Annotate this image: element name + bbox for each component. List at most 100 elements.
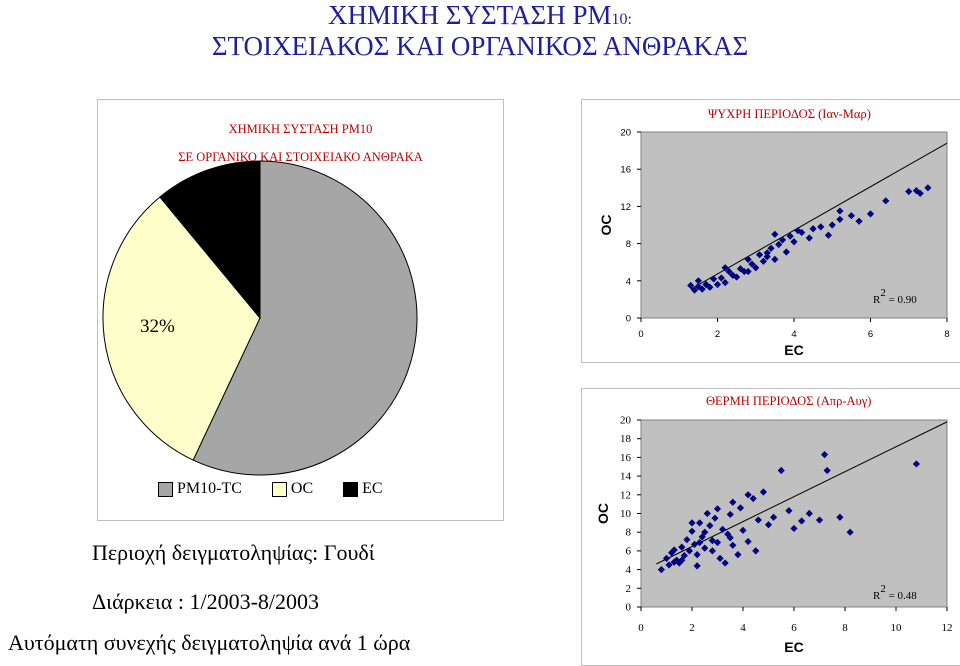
data-point: [703, 509, 711, 518]
data-point: [696, 538, 704, 547]
legend-swatch-oc: [271, 481, 287, 497]
trendline: [690, 142, 948, 290]
x-tick-label: 12: [942, 622, 953, 634]
data-point: [744, 255, 752, 264]
pie-title-line2: ΣΕ ΟΡΓΑΝΙΚΟ ΚΑΙ ΣΤΟΙΧΕΙΑΚΟ ΑΝΘΡΑΚΑ: [178, 150, 423, 164]
x-tick-label: 2: [689, 622, 695, 634]
x-tick-label: 8: [944, 329, 949, 340]
data-point: [706, 522, 714, 530]
data-point: [736, 504, 745, 512]
data-point: [719, 525, 727, 533]
data-point: [836, 215, 844, 224]
data-point: [687, 281, 695, 290]
pie-label-ec: 11%: [200, 207, 235, 228]
data-point: [759, 488, 767, 496]
legend-label-ec: EC: [362, 480, 383, 497]
data-point: [754, 516, 762, 524]
data-point: [713, 280, 722, 289]
data-point: [786, 232, 794, 240]
data-point: [821, 450, 829, 459]
data-point: [670, 546, 678, 554]
x-tick-label: 8: [842, 622, 848, 634]
y-axis-label: OC: [595, 503, 611, 524]
data-point: [662, 554, 671, 562]
data-point: [678, 543, 686, 551]
data-point: [749, 494, 757, 503]
sampling-area: Περιοχή δειγματοληψίας: Γουδί: [92, 540, 375, 565]
trendline: [656, 421, 948, 565]
data-point: [912, 186, 920, 195]
data-point: [726, 510, 734, 519]
x-tick-label: 0: [638, 622, 644, 634]
data-point: [710, 275, 718, 283]
scatter-cold-panel: [581, 99, 960, 363]
data-point: [790, 238, 798, 246]
data-point: [866, 210, 875, 218]
data-point: [690, 286, 699, 294]
data-point: [794, 226, 802, 235]
y-tick-label: 8: [626, 239, 631, 250]
scatter-warm-title: ΘΕΡΜΗ ΠΕΡΙΟΔΟΣ (Απρ-Αυγ): [706, 394, 872, 408]
y-tick-label: 18: [620, 433, 632, 445]
data-point: [696, 519, 704, 527]
x-tick-label: 2: [715, 329, 720, 340]
pie-legend: PM10-TC OC EC: [158, 480, 413, 498]
data-point: [701, 544, 709, 552]
data-point: [759, 257, 767, 265]
data-point: [744, 537, 752, 546]
data-point: [882, 197, 890, 205]
data-point: [668, 549, 676, 557]
data-point: [657, 566, 665, 574]
x-tick-label: 6: [791, 622, 797, 634]
y-tick-label: 12: [620, 202, 631, 213]
data-point: [721, 279, 729, 287]
y-tick-label: 0: [626, 602, 632, 614]
pie-title-line1: ΧΗΜΙΚΗ ΣΥΣΤΑΣΗ PM10: [228, 122, 373, 136]
scatter-cold-title: ΨΥΧΡΗ ΠΕΡΙΟΔΟΣ (Ιαν-Μαρ): [708, 107, 871, 121]
x-tick-label: 4: [791, 329, 796, 340]
data-point: [764, 521, 773, 529]
data-point: [771, 255, 779, 264]
data-point: [729, 498, 737, 506]
data-point: [678, 556, 686, 564]
data-point: [763, 253, 771, 261]
data-point: [698, 285, 706, 293]
data-point: [763, 249, 771, 257]
data-point: [755, 251, 764, 259]
legend-item-ec: EC: [343, 480, 383, 498]
data-point: [733, 273, 741, 281]
legend-label-oc: OC: [290, 480, 314, 497]
data-point: [729, 271, 737, 279]
data-point: [693, 562, 701, 570]
data-point: [721, 264, 729, 272]
data-point: [711, 514, 719, 522]
data-point: [817, 223, 825, 231]
data-point: [767, 244, 775, 252]
data-point: [693, 551, 701, 559]
data-point: [744, 491, 752, 499]
data-point: [708, 537, 716, 545]
data-point: [670, 558, 678, 566]
sampling-period: Διάρκεια : 1/2003-8/2003: [92, 589, 320, 614]
x-axis-label: EC: [784, 639, 803, 655]
data-point: [726, 534, 734, 542]
data-point: [740, 267, 748, 276]
data-point: [855, 217, 863, 225]
data-point: [771, 230, 779, 238]
data-point: [770, 513, 778, 521]
y-tick-label: 12: [620, 489, 631, 501]
data-point: [805, 234, 813, 242]
data-point: [708, 547, 716, 555]
plot-area: [640, 419, 948, 608]
data-point: [721, 559, 729, 567]
data-point: [924, 184, 932, 192]
data-point: [701, 528, 709, 536]
data-point: [798, 517, 806, 525]
data-point: [680, 551, 688, 560]
y-tick-label: 6: [626, 545, 632, 557]
x-tick-label: 10: [891, 622, 903, 634]
sampling-method: Αυτόματη συνεχής δειγματοληψία ανά 1 ώρα: [8, 630, 411, 655]
y-tick-label: 4: [626, 276, 631, 287]
data-point: [798, 228, 806, 237]
legend-label-pm10tc: PM10-TC: [177, 480, 242, 497]
